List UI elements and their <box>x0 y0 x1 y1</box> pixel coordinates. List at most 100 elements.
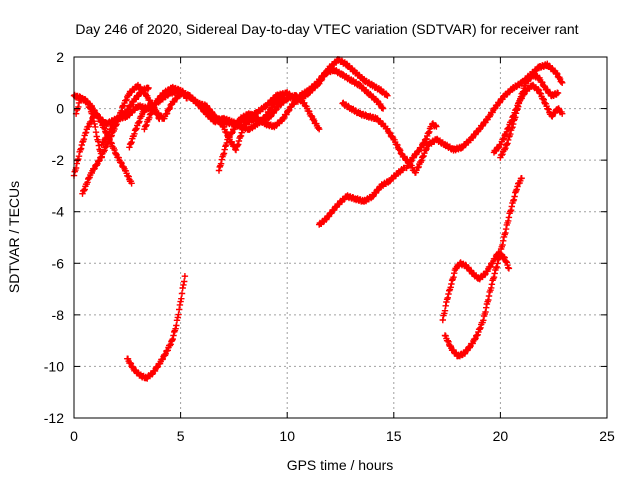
data-point <box>379 184 383 188</box>
data-point <box>92 115 95 118</box>
data-point <box>115 117 118 121</box>
data-point <box>465 264 468 268</box>
data-point <box>89 171 93 175</box>
data-point <box>311 117 314 121</box>
data-point <box>486 300 489 304</box>
data-point <box>85 128 89 131</box>
data-point <box>503 233 506 237</box>
data-point <box>463 352 466 355</box>
data-point <box>337 58 340 61</box>
data-point <box>503 256 506 260</box>
data-point <box>132 99 135 103</box>
data-point <box>294 94 297 97</box>
data-point <box>477 277 481 280</box>
axis-ticks: 0 5 10 15 20 25 -12 -10 -8 -6 -4 -2 0 2 <box>44 49 615 444</box>
x-tick-label: 25 <box>599 428 615 444</box>
data-point <box>518 99 521 103</box>
x-tick-label: 5 <box>177 428 185 444</box>
data-point <box>413 171 417 175</box>
data-point <box>100 143 103 146</box>
data-point <box>403 166 406 170</box>
data-point <box>381 107 385 110</box>
data-point <box>469 344 472 347</box>
data-point <box>147 104 150 108</box>
data-point <box>392 138 395 141</box>
series-track-10 <box>339 60 566 176</box>
data-point <box>486 117 489 121</box>
data-point <box>239 135 242 139</box>
data-point <box>499 156 502 159</box>
data-point <box>162 117 165 121</box>
data-point <box>544 86 547 90</box>
data-point <box>115 153 118 157</box>
series-track-14 <box>124 273 189 382</box>
data-point <box>384 125 387 128</box>
data-point <box>505 143 508 146</box>
data-point <box>375 99 378 103</box>
data-point <box>85 99 89 103</box>
data-point <box>490 262 494 265</box>
data-point <box>128 146 131 149</box>
series-markers <box>79 81 163 197</box>
data-point <box>537 66 540 69</box>
data-point <box>341 102 344 105</box>
data-point <box>179 300 182 304</box>
data-point <box>132 367 135 371</box>
series-markers <box>185 92 323 154</box>
data-point <box>420 158 423 162</box>
data-point <box>554 71 557 74</box>
series-track-09 <box>215 66 387 174</box>
series-track-17 <box>441 175 525 360</box>
y-tick-label: -4 <box>52 204 65 220</box>
data-point <box>556 107 560 110</box>
data-point <box>247 128 250 131</box>
data-point <box>330 210 334 213</box>
data-point <box>445 298 449 301</box>
data-point <box>164 352 167 355</box>
data-point <box>450 282 453 286</box>
data-point <box>460 146 464 149</box>
data-point <box>546 63 549 66</box>
data-point <box>183 275 187 278</box>
data-point <box>170 339 174 342</box>
data-point <box>443 334 447 337</box>
x-tick-label: 15 <box>386 428 402 444</box>
y-tick-label: -12 <box>44 410 64 426</box>
y-tick-label: 2 <box>56 49 64 65</box>
data-point <box>143 128 146 131</box>
data-point <box>512 200 515 203</box>
data-point <box>222 153 225 157</box>
data-point <box>441 318 444 322</box>
data-point <box>136 84 140 87</box>
data-point <box>286 97 289 100</box>
data-point <box>74 112 78 115</box>
data-point <box>490 282 494 286</box>
data-series <box>70 56 566 382</box>
series-markers <box>215 66 387 174</box>
series-markers <box>439 249 513 324</box>
data-point <box>298 94 302 97</box>
y-tick-label: 0 <box>56 101 64 117</box>
data-point <box>341 73 344 77</box>
data-point <box>367 91 370 95</box>
y-tick-label: -2 <box>52 152 65 168</box>
data-point <box>450 347 453 350</box>
data-point <box>544 102 547 105</box>
data-point <box>494 267 498 270</box>
data-point <box>561 112 564 115</box>
data-point <box>179 89 182 92</box>
data-point <box>79 148 82 151</box>
data-point <box>100 156 103 159</box>
data-point <box>318 223 321 226</box>
data-point <box>247 112 250 115</box>
data-point <box>205 112 208 115</box>
data-point <box>337 202 340 206</box>
data-point <box>350 79 353 82</box>
data-point <box>81 192 84 195</box>
data-point <box>499 143 502 146</box>
data-point <box>443 143 447 146</box>
data-point <box>286 91 289 95</box>
data-point <box>371 195 374 198</box>
data-point <box>516 184 519 188</box>
data-point <box>318 128 321 131</box>
